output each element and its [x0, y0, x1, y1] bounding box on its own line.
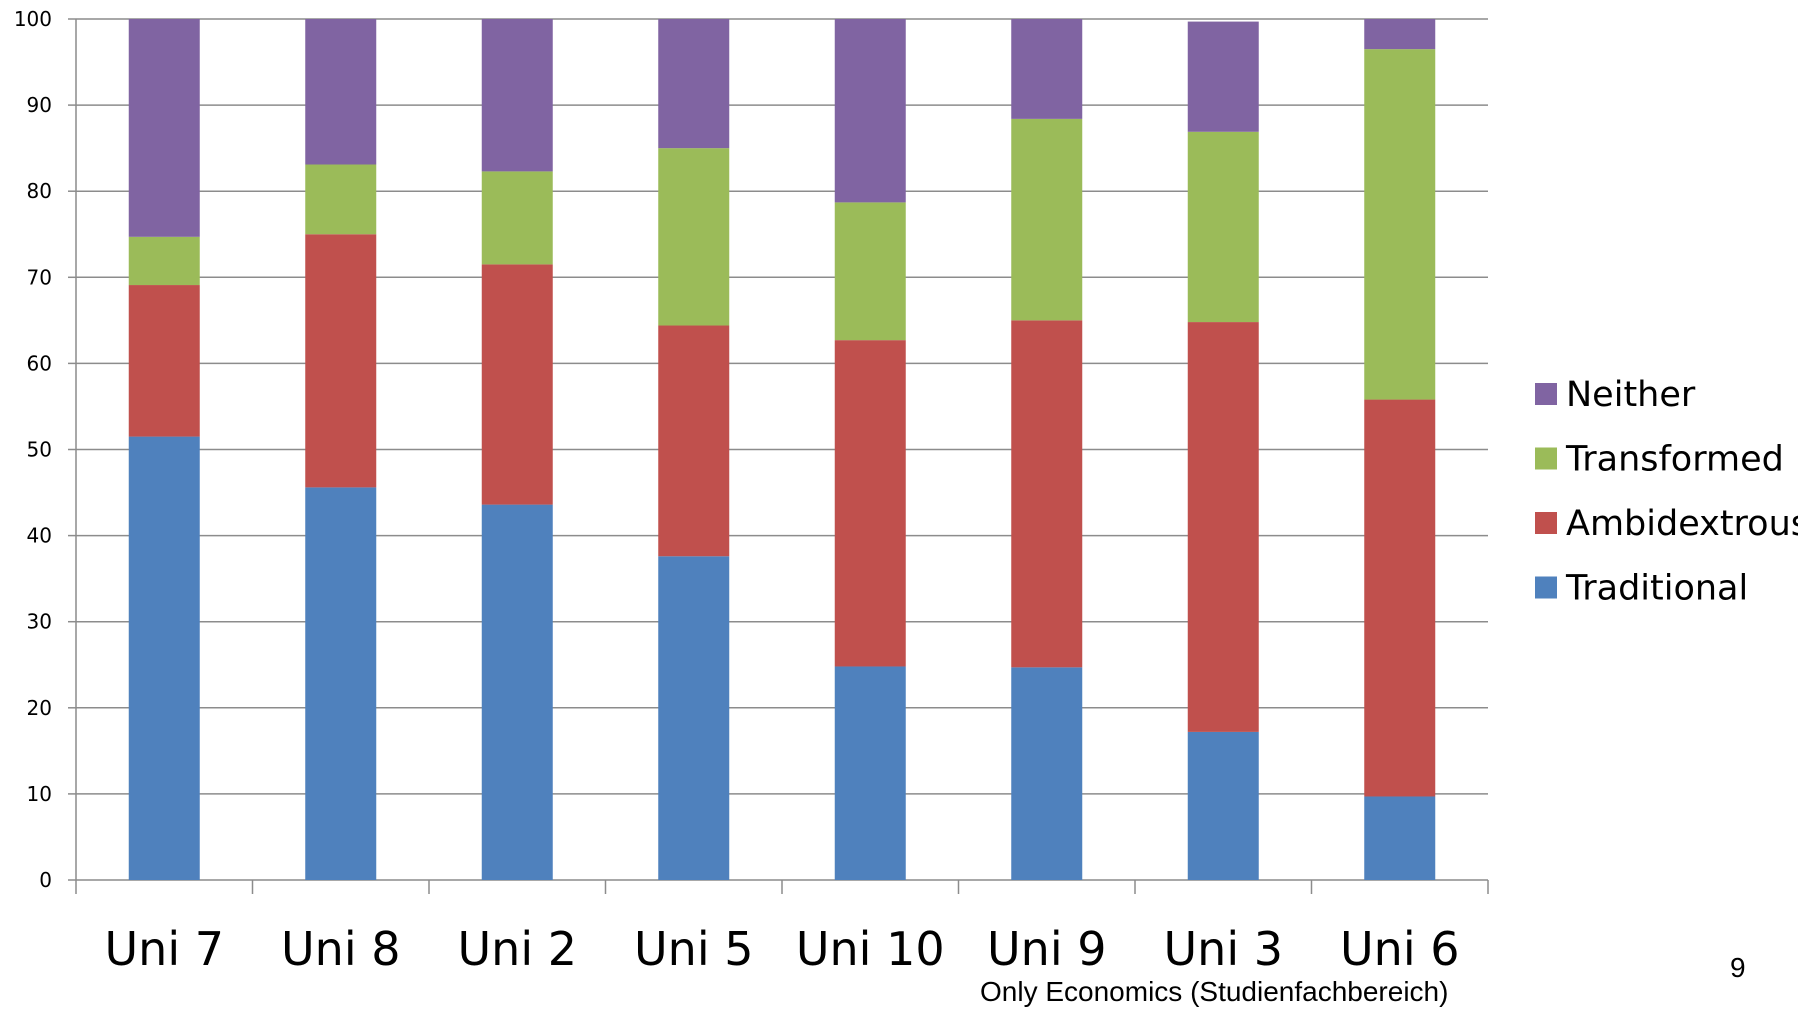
- bar-uni-3-neither: [1187, 21, 1259, 132]
- bar-uni-8-traditional: [305, 487, 377, 880]
- x-tick-label-uni-3: Uni 3: [1164, 922, 1284, 976]
- x-tick-label-uni-2: Uni 2: [458, 922, 578, 976]
- x-tick-label-uni-6: Uni 6: [1340, 922, 1460, 976]
- bar-uni-10-neither: [834, 19, 906, 203]
- bar-uni-9-transformed: [1011, 118, 1083, 321]
- bar-uni-10-ambidextrous: [834, 340, 906, 667]
- y-tick-label-90: 90: [27, 93, 52, 117]
- y-tick-label-0: 0: [39, 868, 52, 892]
- bar-uni-5-ambidextrous: [658, 325, 730, 557]
- bar-uni-2-ambidextrous: [481, 264, 553, 505]
- bar-uni-3-traditional: [1187, 731, 1259, 880]
- bar-uni-7-neither: [128, 19, 200, 237]
- chart-footnote: Only Economics (Studienfachbereich): [980, 976, 1449, 1007]
- y-tick-label-30: 30: [27, 610, 52, 634]
- y-tick-label-20: 20: [27, 696, 52, 720]
- legend-swatch-ambidextrous: [1535, 512, 1557, 534]
- bar-uni-10-traditional: [834, 666, 906, 880]
- bar-uni-2-transformed: [481, 171, 553, 265]
- x-tick-label-uni-7: Uni 7: [105, 922, 225, 976]
- bar-uni-5-traditional: [658, 556, 730, 880]
- y-tick-label-80: 80: [27, 179, 52, 203]
- bar-uni-9-ambidextrous: [1011, 320, 1083, 668]
- bar-uni-2-neither: [481, 19, 553, 172]
- bar-uni-6-transformed: [1364, 49, 1436, 400]
- legend-label-ambidextrous: Ambidextrous: [1566, 504, 1798, 544]
- bar-uni-2-traditional: [481, 504, 553, 880]
- bar-uni-9-neither: [1011, 19, 1083, 119]
- bar-uni-7-ambidextrous: [128, 285, 200, 437]
- x-tick-label-uni-10: Uni 10: [796, 922, 945, 976]
- y-tick-label-70: 70: [27, 265, 52, 289]
- legend-swatch-neither: [1535, 383, 1557, 405]
- bar-uni-5-transformed: [658, 148, 730, 326]
- bar-uni-10-transformed: [834, 202, 906, 341]
- legend-swatch-transformed: [1535, 447, 1557, 470]
- x-tick-label-uni-9: Uni 9: [987, 922, 1107, 976]
- y-tick-label-60: 60: [27, 351, 52, 375]
- x-tick-label-uni-8: Uni 8: [281, 922, 401, 976]
- bar-uni-3-transformed: [1187, 131, 1259, 323]
- y-tick-label-100: 100: [14, 7, 52, 31]
- bar-uni-3-ambidextrous: [1187, 322, 1259, 732]
- bar-uni-6-traditional: [1364, 796, 1436, 880]
- x-tick-label-uni-5: Uni 5: [634, 922, 754, 976]
- bar-uni-7-traditional: [128, 436, 200, 880]
- y-tick-label-10: 10: [27, 782, 52, 806]
- legend-label-neither: Neither: [1566, 375, 1696, 415]
- legend-label-transformed: Transformed: [1565, 440, 1784, 480]
- page-number: 9: [1730, 952, 1746, 983]
- bar-uni-8-neither: [305, 19, 377, 165]
- bar-uni-8-transformed: [305, 164, 377, 235]
- bar-uni-7-transformed: [128, 236, 200, 286]
- legend-swatch-traditional: [1535, 576, 1557, 599]
- bar-uni-5-neither: [658, 19, 730, 149]
- y-tick-label-50: 50: [27, 438, 52, 462]
- bar-uni-6-neither: [1364, 19, 1436, 50]
- bar-uni-9-traditional: [1011, 667, 1083, 880]
- bar-uni-6-ambidextrous: [1364, 399, 1436, 797]
- legend-label-traditional: Traditional: [1565, 569, 1748, 609]
- bar-uni-8-ambidextrous: [305, 234, 377, 488]
- y-tick-label-40: 40: [27, 524, 52, 548]
